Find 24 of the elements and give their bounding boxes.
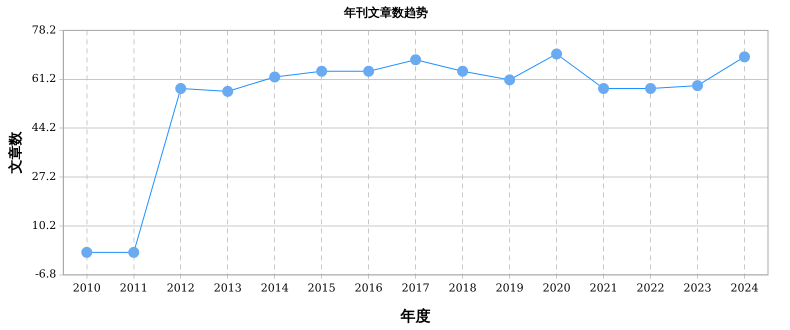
y-axis-title: 文章数 [7, 130, 24, 175]
y-tick-label: 44.2 [32, 121, 56, 134]
x-tick-label: 2018 [448, 281, 477, 294]
x-tick-label: 2021 [590, 281, 618, 294]
y-tick-label: 61.2 [32, 72, 56, 86]
y-tick-label: -6.8 [35, 268, 56, 281]
x-tick-label: 2023 [684, 281, 712, 294]
y-tick-label: 10.2 [32, 218, 56, 232]
x-tick-label: 2017 [402, 281, 430, 294]
x-tick-label: 2024 [730, 281, 759, 294]
x-axis-title: 年度 [400, 306, 431, 325]
x-tick-label: 2012 [166, 281, 195, 294]
chart-title: 年刊文章数趋势 [343, 5, 428, 20]
y-tick-label: 27.2 [32, 170, 56, 183]
x-tick-label: 2011 [120, 281, 148, 294]
x-tick-label: 2013 [214, 281, 242, 294]
x-tick-label: 2022 [636, 281, 665, 294]
x-tick-label: 2020 [542, 281, 571, 294]
x-tick-label: 2019 [496, 281, 524, 294]
x-tick-label: 2010 [72, 281, 101, 294]
x-tick-label: 2015 [308, 281, 336, 294]
x-tick-label: 2016 [354, 281, 383, 294]
x-tick-label: 2014 [260, 281, 289, 294]
y-tick-label: 78.2 [32, 23, 56, 36]
